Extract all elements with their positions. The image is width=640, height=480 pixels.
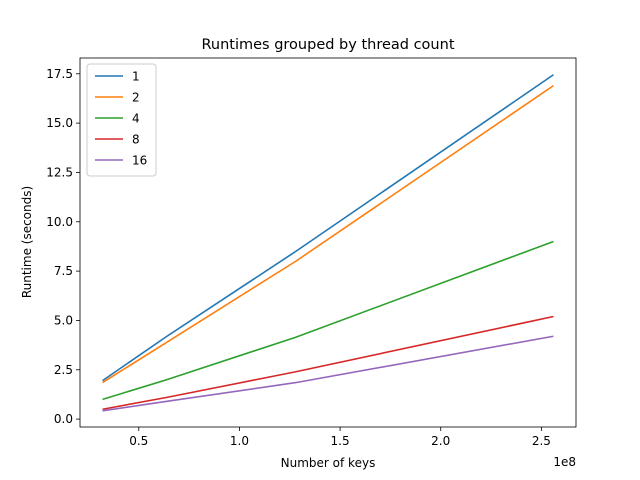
- y-tick-label: 5.0: [54, 313, 73, 327]
- y-tick-label: 7.5: [54, 264, 73, 278]
- legend-label: 16: [132, 154, 147, 168]
- legend: 1 2 4 8 16: [86, 63, 157, 177]
- series-line-4: [102, 240, 554, 401]
- x-axis: 0.5 1.0 1.5 2.0 2.5: [129, 427, 551, 448]
- y-axis: 0.0 2.5 5.0 7.5 10.0 12.5 15.0 17.5: [46, 67, 80, 426]
- plot-frame: [79, 57, 577, 428]
- x-tick-label: 2.0: [431, 434, 450, 448]
- legend-label: 8: [132, 133, 140, 147]
- chart-title: Runtimes grouped by thread count: [201, 37, 454, 53]
- x-axis-label: Number of keys: [281, 456, 376, 470]
- y-tick-label: 17.5: [46, 67, 73, 81]
- series-line-2: [102, 84, 554, 384]
- x-tick-label: 1.5: [331, 434, 350, 448]
- series-line-8: [102, 315, 554, 411]
- x-tick-label: 1.0: [230, 434, 249, 448]
- series-line-1: [102, 74, 554, 382]
- legend-label: 1: [132, 70, 140, 84]
- legend-label: 2: [132, 91, 140, 105]
- y-tick-label: 2.5: [54, 363, 73, 377]
- y-axis-label: Runtime (seconds): [20, 186, 34, 298]
- x-tick-label: 0.5: [129, 434, 148, 448]
- x-tick-label: 2.5: [532, 434, 551, 448]
- x-offset-label: 1e8: [553, 455, 576, 469]
- series-lines: [102, 74, 554, 412]
- y-tick-label: 0.0: [54, 412, 73, 426]
- series-line-16: [102, 335, 554, 412]
- y-tick-label: 15.0: [46, 116, 73, 130]
- y-tick-label: 12.5: [46, 165, 73, 179]
- y-tick-label: 10.0: [46, 215, 73, 229]
- legend-box: [86, 63, 157, 177]
- legend-label: 4: [132, 112, 140, 126]
